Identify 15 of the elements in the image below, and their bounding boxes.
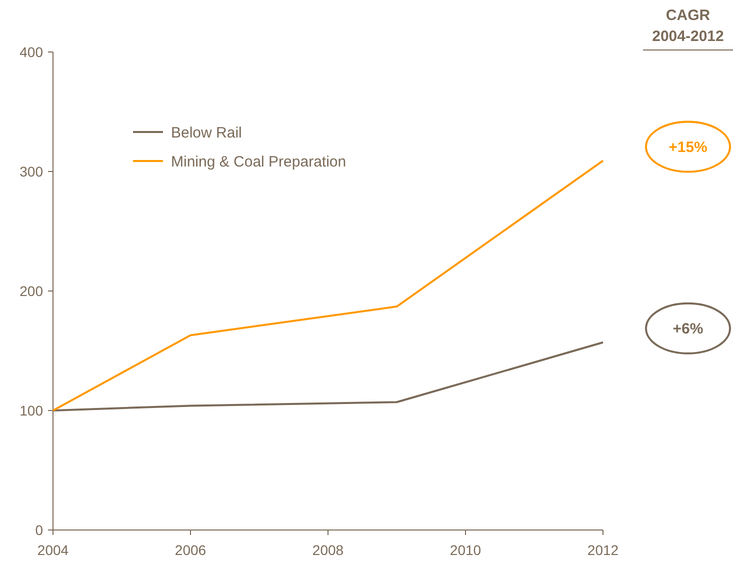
legend-label: Mining & Coal Preparation (171, 153, 346, 170)
x-tick-label: 2010 (450, 542, 482, 558)
y-tick-label: 100 (20, 402, 44, 418)
x-tick-label: 2012 (587, 542, 619, 558)
text: +15% (668, 138, 708, 156)
y-tick-label: 300 (20, 163, 44, 180)
y-tick-label: 0 (35, 522, 44, 538)
y-tick-label: 200 (20, 282, 44, 299)
x-tick-label: 2004 (37, 542, 69, 558)
text: CAGR 2004-2012 (652, 7, 724, 45)
x-tick-label: 2006 (174, 542, 206, 558)
legend-label: Below Rail (171, 124, 242, 142)
x-tick-label: 2008 (312, 542, 344, 558)
y-tick-label: 400 (20, 44, 44, 60)
text: +6% (672, 320, 704, 338)
